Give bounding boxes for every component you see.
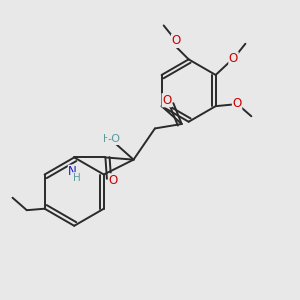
Text: O: O [172, 34, 181, 47]
Text: O: O [229, 52, 238, 65]
Text: O: O [232, 97, 242, 110]
Text: O: O [162, 94, 171, 107]
Text: N: N [68, 165, 77, 178]
Text: O: O [109, 174, 118, 187]
Text: -O: -O [108, 134, 121, 144]
Text: H: H [73, 172, 81, 183]
Text: H: H [103, 134, 111, 144]
